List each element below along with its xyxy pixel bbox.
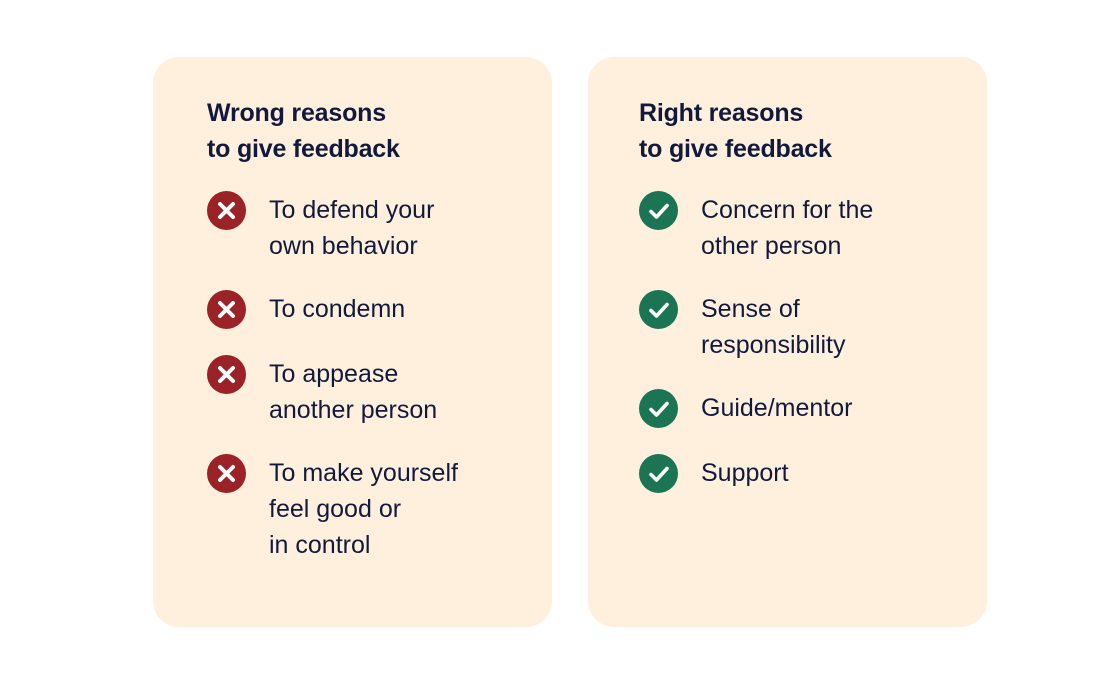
right-reasons-title: Right reasons to give feedback [639, 99, 832, 163]
x-circle-icon [207, 290, 246, 329]
right-reason-text: Guide/mentor [701, 394, 853, 422]
right-reason-text: Concern for the other person [701, 196, 874, 260]
wrong-reason-text: To defend your own behavior [269, 196, 435, 260]
wrong-reason-item: To condemn [207, 290, 552, 329]
check-circle-icon [639, 389, 678, 428]
check-circle-icon [639, 290, 678, 329]
right-reason-item: Sense of responsibility [639, 290, 987, 363]
wrong-reasons-title: Wrong reasons to give feedback [207, 99, 400, 163]
right-reason-item: Support [639, 454, 987, 493]
wrong-reason-text: To appease another person [269, 360, 438, 424]
check-circle-icon [639, 191, 678, 230]
right-reasons-card: Right reasons to give feedback Concern f… [588, 57, 987, 627]
right-reasons-list: Concern for the other person Sense of res… [639, 191, 987, 493]
wrong-reason-item: To make yourself feel good or in control [207, 454, 552, 563]
wrong-reasons-card: Wrong reasons to give feedback To defend… [153, 57, 552, 627]
right-reason-item: Guide/mentor [639, 389, 987, 428]
wrong-reasons-list: To defend your own behavior To condemn To … [207, 191, 552, 563]
wrong-reason-item: To defend your own behavior [207, 191, 552, 264]
wrong-reason-item: To appease another person [207, 355, 552, 428]
right-reason-text: Support [701, 459, 789, 487]
check-circle-icon [639, 454, 678, 493]
wrong-reason-text: To make yourself feel good or in control [269, 459, 458, 559]
x-circle-icon [207, 454, 246, 493]
x-circle-icon [207, 191, 246, 230]
wrong-reason-text: To condemn [269, 295, 406, 323]
right-reason-text: Sense of responsibility [701, 295, 846, 359]
x-circle-icon [207, 355, 246, 394]
right-reason-item: Concern for the other person [639, 191, 987, 264]
